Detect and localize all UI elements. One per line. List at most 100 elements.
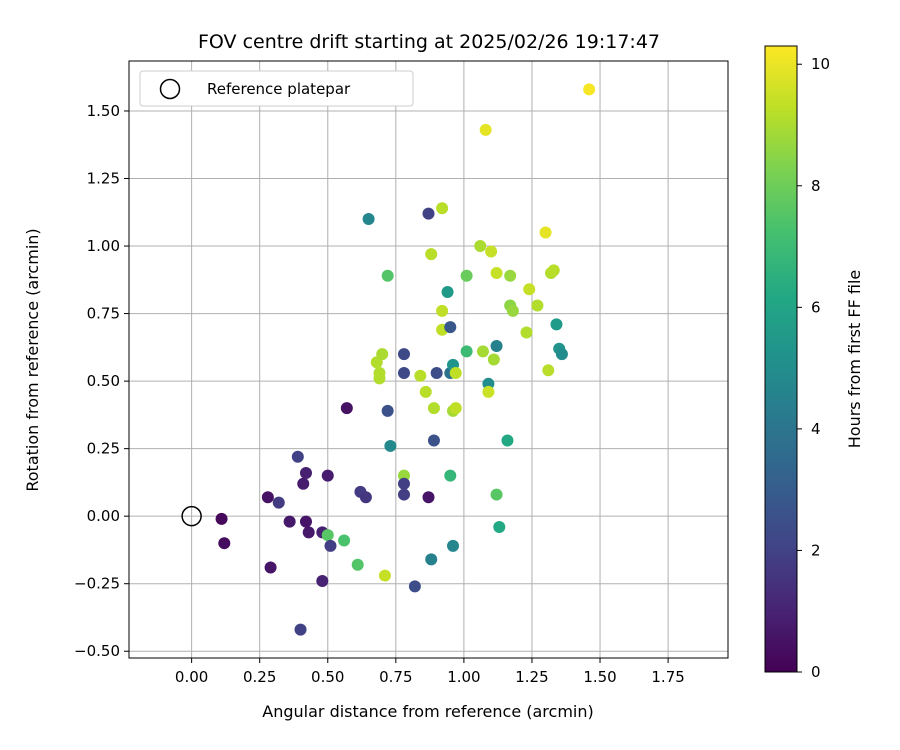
y-tick-label: 0.25: [87, 440, 120, 458]
data-point: [316, 575, 329, 588]
data-point: [414, 369, 427, 382]
colorbar-tick-label: 0: [811, 663, 821, 681]
x-tick-label: 1.75: [651, 668, 684, 686]
y-tick-label: 1.25: [87, 170, 120, 188]
data-point: [427, 402, 440, 415]
data-point: [430, 367, 443, 380]
y-tick-label: 0.75: [87, 305, 120, 323]
data-point: [408, 580, 421, 593]
data-point: [397, 348, 410, 361]
y-tick-label: −0.25: [74, 575, 120, 593]
colorbar: 0 2 4 6 8 10 Hours from first FF file: [764, 45, 864, 681]
data-point: [351, 558, 364, 571]
y-tick-label: 1.50: [87, 102, 120, 120]
colorbar-ticks: 0 2 4 6 8 10: [797, 55, 830, 681]
y-axis-label: Rotation from reference (arcmin): [23, 228, 42, 491]
data-point: [449, 367, 462, 380]
x-axis-ticks: 0.00 0.25 0.50 0.75 1.00 1.25 1.50 1.75: [175, 658, 685, 686]
data-point: [460, 345, 473, 358]
data-point: [340, 402, 353, 415]
x-tick-label: 0.25: [243, 668, 276, 686]
data-point: [422, 491, 435, 504]
data-point: [397, 367, 410, 380]
data-point: [479, 123, 492, 136]
data-point: [324, 539, 337, 552]
data-point: [297, 477, 310, 490]
data-point: [272, 496, 285, 509]
data-point: [261, 491, 274, 504]
data-point: [291, 450, 304, 463]
data-point: [555, 348, 568, 361]
colorbar-label: Hours from first FF file: [845, 270, 864, 449]
data-point: [422, 207, 435, 220]
x-tick-label: 0.00: [175, 668, 208, 686]
legend-marker-icon: [159, 78, 181, 100]
data-point: [215, 512, 228, 525]
data-point: [362, 213, 375, 226]
legend-box: [139, 70, 414, 107]
data-point: [381, 269, 394, 282]
data-point: [436, 304, 449, 317]
data-point: [444, 469, 457, 482]
data-point: [520, 326, 533, 339]
colorbar-tick-label: 8: [811, 177, 821, 195]
colorbar-gradient: [764, 45, 798, 673]
y-axis-ticks: −0.50 −0.25 0.00 0.25 0.50 0.75 1.00 1.25 1.50: [74, 102, 129, 660]
data-point: [476, 345, 489, 358]
data-point: [487, 353, 500, 366]
data-point: [444, 321, 457, 334]
data-point: [547, 264, 560, 277]
colorbar-tick-label: 6: [811, 298, 821, 316]
data-point: [264, 561, 277, 574]
data-point: [490, 339, 503, 352]
data-point: [506, 304, 519, 317]
data-point: [482, 385, 495, 398]
data-point: [321, 469, 334, 482]
data-point: [381, 404, 394, 417]
legend-label: Reference platepar: [207, 80, 351, 98]
data-point: [449, 402, 462, 415]
data-point: [397, 488, 410, 501]
data-point: [376, 348, 389, 361]
data-point: [378, 569, 391, 582]
data-point: [321, 529, 334, 542]
data-point: [504, 269, 517, 282]
data-point: [490, 267, 503, 280]
data-point: [523, 283, 536, 296]
x-tick-label: 1.00: [447, 668, 480, 686]
colorbar-tick-label: 4: [811, 420, 821, 438]
y-tick-label: 1.00: [87, 237, 120, 255]
x-tick-label: 0.50: [311, 668, 344, 686]
reference-platepar-marker: [181, 505, 202, 527]
data-point: [425, 553, 438, 566]
plot-frame: [128, 60, 729, 659]
x-axis-label: Angular distance from reference (arcmin): [262, 702, 593, 721]
data-point: [436, 202, 449, 215]
data-point: [550, 318, 563, 331]
data-point: [460, 269, 473, 282]
x-tick-label: 1.25: [515, 668, 548, 686]
data-point: [302, 526, 315, 539]
data-point: [531, 299, 544, 312]
y-tick-label: 0.50: [87, 372, 120, 390]
data-point: [299, 466, 312, 479]
data-point: [583, 83, 596, 96]
data-point: [397, 477, 410, 490]
colorbar-tick-label: 10: [811, 55, 830, 73]
grid-lines: [129, 61, 728, 658]
data-point: [384, 439, 397, 452]
legend: Reference platepar: [139, 70, 414, 107]
data-point: [218, 537, 231, 550]
data-point: [539, 226, 552, 239]
data-point: [294, 623, 307, 636]
data-point: [359, 491, 372, 504]
data-point: [419, 385, 432, 398]
data-point: [501, 434, 514, 447]
data-point: [373, 367, 386, 380]
data-point: [493, 520, 506, 533]
data-point: [425, 248, 438, 261]
data-point: [485, 245, 498, 258]
data-point: [490, 488, 503, 501]
colorbar-tick-label: 2: [811, 541, 821, 559]
